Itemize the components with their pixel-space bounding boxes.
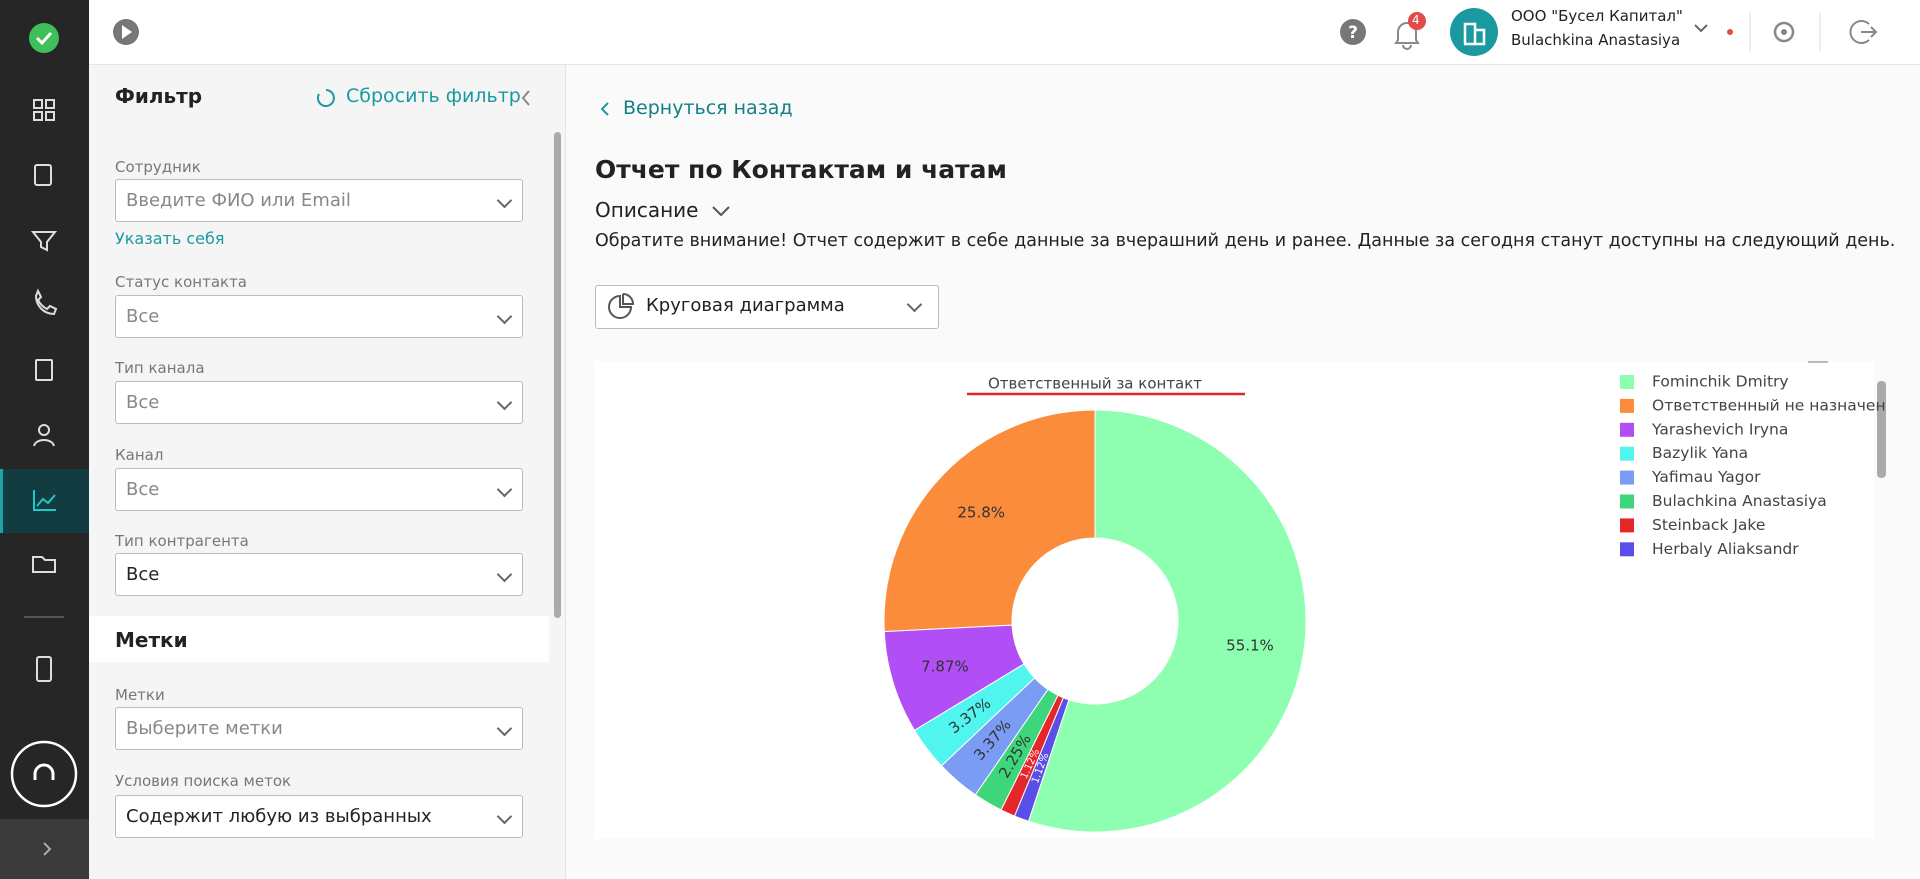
support-button[interactable] [10,740,78,808]
field-text: Все [126,479,160,500]
reset-filter[interactable]: Сбросить фильтр [346,85,521,107]
chart-title: Ответственный за контакт [988,375,1202,393]
tags-title: Метки [115,628,188,652]
field-chevron [496,720,513,737]
legend-label: Ответственный не назначен [1652,396,1886,414]
field-select[interactable]: Все [115,381,523,424]
field-select[interactable]: Все [115,553,523,596]
icon-book[interactable] [35,359,53,381]
icon-mobile[interactable] [36,656,52,682]
legend-swatch [1620,422,1634,437]
field-label: Тип контрагента [115,532,249,550]
field-select[interactable]: Все [115,468,523,511]
field-text: Все [126,564,160,585]
pie-slice [1013,697,1070,822]
pie-slice [883,409,1096,633]
field-label: Условия поиска меток [115,772,292,790]
legend-label: Fominchik Dmitry [1652,373,1789,391]
icon-folder[interactable] [32,556,56,573]
pie-slice [1027,409,1307,833]
org-name: ООО "Бусел Капитал" [1511,7,1683,25]
field-text: Все [126,392,160,413]
filter-title: Фильтр [115,84,203,108]
legend-label: Yarashevich Iryna [1651,420,1788,438]
data-label: 25.8% [957,503,1005,521]
reset-icon [316,89,335,107]
field-text: Введите ФИО или Email [126,190,351,211]
icon-expand[interactable] [43,842,52,856]
field-select[interactable]: Выберите метки [115,707,523,750]
svg-text:?: ? [1348,23,1358,43]
chart-type-text: Круговая диаграмма [646,295,845,316]
field-chevron [496,808,513,825]
legend-swatch [1620,494,1634,509]
legend-label: Yafimau Yagor [1651,468,1761,486]
legend-label: Steinback Jake [1652,516,1765,534]
chart-scrollbar[interactable] [1877,381,1886,478]
top-bar [89,0,1920,65]
field-chevron [496,308,513,325]
notice: Обратите внимание! Отчет содержит в себе… [595,231,1896,251]
settings-button[interactable] [1773,21,1795,43]
pie-slice [883,624,1025,732]
field-text: Содержит любую из выбранных [126,806,432,827]
field-select[interactable]: Содержит любую из выбранных [115,795,523,838]
user-name: Bulachkina Anastasiya [1511,31,1681,49]
legend-swatch [1620,542,1634,557]
pie-slice [974,688,1059,811]
legend-label: Herbaly Aliaksandr [1652,540,1799,558]
data-label: 55.1% [1226,637,1274,655]
page-title: Отчет по Контактам и чатам [595,155,1007,184]
legend-label: Bulachkina Anastasiya [1652,492,1827,510]
field-chevron [496,192,513,209]
top-icons: ? [113,8,1878,56]
field-text: Все [126,306,160,327]
legend-swatch [1620,375,1634,389]
description-chevron[interactable] [710,202,732,220]
field-select[interactable]: Все [115,295,523,338]
nav-icons [10,23,78,856]
legend-label: Bazylik Yana [1652,444,1748,462]
back-link[interactable]: Вернуться назад [623,97,793,119]
legend-swatch [1620,446,1634,461]
chart-type-select[interactable]: Круговая диаграмма [595,285,939,329]
legend-swatch [1620,470,1634,485]
icon-team[interactable] [38,424,50,436]
field-label: Канал [115,446,164,464]
legend-swatch [1620,518,1634,533]
org-menu[interactable] [1694,24,1708,33]
nav-expand[interactable] [0,819,89,879]
field-label: Статус контакта [115,273,247,291]
field-chevron [496,481,513,498]
help-button[interactable] [1340,19,1366,45]
pie-slice [913,663,1036,767]
tags-band [89,616,549,662]
icon-reports[interactable] [33,490,56,511]
logout-button[interactable] [1849,20,1878,44]
legend-swatch [1620,398,1634,413]
icon-tasks[interactable] [34,164,52,186]
field-chevron [496,394,513,411]
collapse-filter[interactable] [518,88,534,108]
icon-calls[interactable] [34,288,58,316]
pie-slice [940,677,1049,796]
description-toggle[interactable]: Описание [595,198,699,222]
field-label: Сотрудник [115,158,201,176]
logo[interactable] [29,23,59,53]
field-chevron [496,566,513,583]
data-label: 7.87% [921,658,969,676]
icon-dashboard[interactable] [33,99,43,109]
notification-count-text: 4 [1412,13,1420,27]
field-label: Тип канала [115,359,205,377]
back-icon [600,102,609,116]
field-select[interactable]: Введите ФИО или Email [115,179,523,222]
icon-funnel[interactable] [30,231,58,252]
self-link[interactable]: Указать себя [115,229,225,248]
field-label: Метки [115,686,165,704]
field-text: Выберите метки [126,718,283,739]
filter-scrollbar[interactable] [554,132,561,618]
